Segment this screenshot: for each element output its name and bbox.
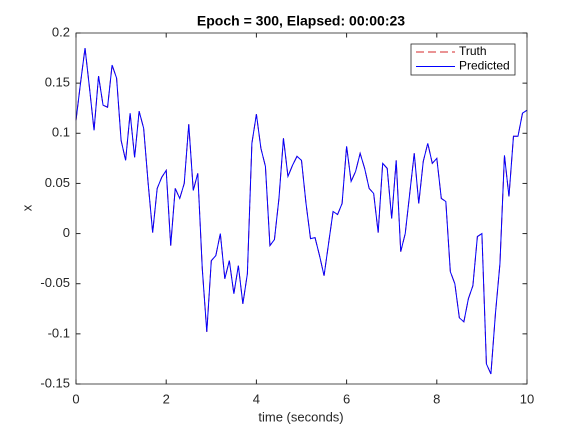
y-tick-label: 0.2 — [52, 24, 70, 39]
x-tick-label: 0 — [72, 391, 79, 406]
legend-label: Truth — [459, 44, 487, 58]
axes-box — [75, 32, 528, 385]
y-tick-label: 0.15 — [45, 75, 70, 90]
y-tick-label: 0.05 — [45, 175, 70, 190]
legend-label: Predicted — [459, 59, 510, 73]
y-axis-label: x — [19, 204, 34, 211]
y-tick-label: 0.1 — [52, 125, 70, 140]
x-tick-label: 4 — [253, 391, 260, 406]
chart-title: Epoch = 300, Elapsed: 00:00:23 — [197, 13, 405, 29]
y-tick-label: -0.15 — [40, 375, 70, 390]
legend-box — [410, 43, 516, 76]
plot-area — [76, 33, 527, 384]
y-tick-label: 0 — [63, 225, 70, 240]
x-tick-label: 8 — [433, 391, 440, 406]
y-tick-label: -0.1 — [48, 325, 70, 340]
x-tick-label: 2 — [163, 391, 170, 406]
x-axis-label: time (seconds) — [258, 409, 343, 424]
x-tick-label: 10 — [520, 391, 534, 406]
series-line — [75, 47, 528, 375]
x-tick-label: 6 — [343, 391, 350, 406]
y-tick-label: -0.05 — [40, 275, 70, 290]
